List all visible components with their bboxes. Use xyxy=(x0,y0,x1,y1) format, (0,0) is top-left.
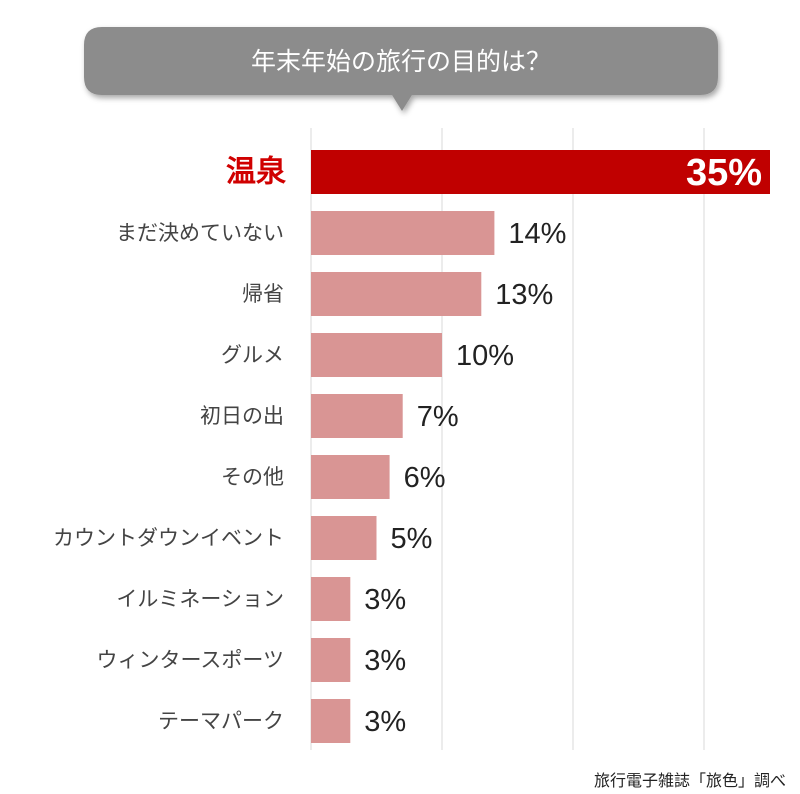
value-label-1: 35% xyxy=(686,152,762,194)
category-label-8: イルミネーション xyxy=(116,587,284,611)
category-label-7: カウントダウンイベント xyxy=(53,526,284,550)
value-label-4: 10% xyxy=(456,340,514,372)
category-labels: 温泉まだ決めていない帰省グルメ初日の出その他カウントダウンイベントイルミネーショ… xyxy=(53,155,286,734)
bar-3 xyxy=(311,272,482,316)
value-label-2: 14% xyxy=(508,218,566,250)
category-label-1: 温泉 xyxy=(226,155,286,190)
category-label-6: その他 xyxy=(221,465,284,489)
bar-1 xyxy=(311,150,770,194)
bars xyxy=(311,150,770,743)
bar-4 xyxy=(311,333,442,377)
value-label-6: 6% xyxy=(404,462,446,494)
bar-6 xyxy=(311,455,390,499)
bar-10 xyxy=(311,699,351,743)
value-label-8: 3% xyxy=(364,584,406,616)
source-note: 旅行電子雑誌「旅色」調べ xyxy=(594,771,786,790)
value-label-5: 7% xyxy=(417,401,459,433)
category-label-4: グルメ xyxy=(221,343,284,367)
bar-9 xyxy=(311,638,351,682)
category-label-10: テーマパーク xyxy=(158,709,284,733)
category-label-9: ウィンタースポーツ xyxy=(96,648,284,672)
bar-5 xyxy=(311,394,403,438)
value-label-3: 13% xyxy=(495,279,553,311)
value-label-9: 3% xyxy=(364,645,406,677)
title-bubble-shape xyxy=(84,27,718,111)
category-label-3: 帰省 xyxy=(242,282,284,306)
bar-2 xyxy=(311,211,495,255)
bar-7 xyxy=(311,516,377,560)
value-label-10: 3% xyxy=(364,706,406,738)
chart-title: 年末年始の旅行の目的は？ xyxy=(251,47,551,76)
value-label-7: 5% xyxy=(391,523,433,555)
title-bubble xyxy=(84,27,718,111)
value-labels: 35% 14% 13% 10% 7% 6% 5% 3% 3% 3% xyxy=(364,152,762,738)
category-label-2: まだ決めていない xyxy=(116,221,284,245)
bar-8 xyxy=(311,577,351,621)
category-label-5: 初日の出 xyxy=(200,404,284,428)
